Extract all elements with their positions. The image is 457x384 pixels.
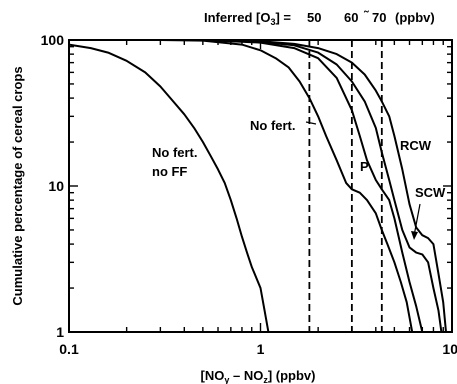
x-tick-label: 10	[442, 341, 457, 357]
series-lines	[68, 39, 447, 333]
label-no-fert: No fert.	[250, 118, 296, 133]
label-no-fert-leader	[305, 121, 317, 125]
y-tick-label: 10	[48, 178, 64, 194]
top-annotation-value-50: 50	[307, 10, 321, 25]
series-line-p	[69, 39, 424, 333]
y-axis-title: Cumulative percentage of cereal crops	[10, 66, 25, 305]
label-scw-arrow	[413, 203, 421, 237]
series-line-no-fert-no-ff	[68, 43, 270, 333]
top-annotation-value-70: 70	[372, 10, 386, 25]
label-rcw: RCW	[400, 138, 432, 153]
label-scw-arrowhead	[411, 231, 418, 240]
x-axis-title: [NOy – NOz] (ppbv)	[201, 368, 316, 384]
x-tick-label: 0.1	[59, 341, 79, 357]
label-no-fert-no-ff-line1: No fert.	[152, 145, 198, 160]
label-p: P	[360, 159, 369, 174]
y-tick-label: 100	[41, 32, 65, 48]
series-line-scw	[69, 39, 443, 333]
series-line-rcw	[69, 39, 447, 333]
top-annotation-value-60: 60	[344, 10, 358, 25]
label-scw: SCW	[415, 185, 446, 200]
dashed-reference-lines	[308, 40, 383, 332]
series-line-no-fert	[69, 39, 414, 333]
top-annotation-unit: (ppbv)	[395, 10, 435, 25]
top-annotation-tilde: ˜	[363, 8, 369, 23]
x-tick-label: 1	[257, 341, 265, 357]
label-no-fert-no-ff-line2: no FF	[152, 164, 187, 179]
top-annotation: Inferred [O3] =	[204, 10, 291, 27]
y-tick-label: 1	[56, 324, 64, 340]
